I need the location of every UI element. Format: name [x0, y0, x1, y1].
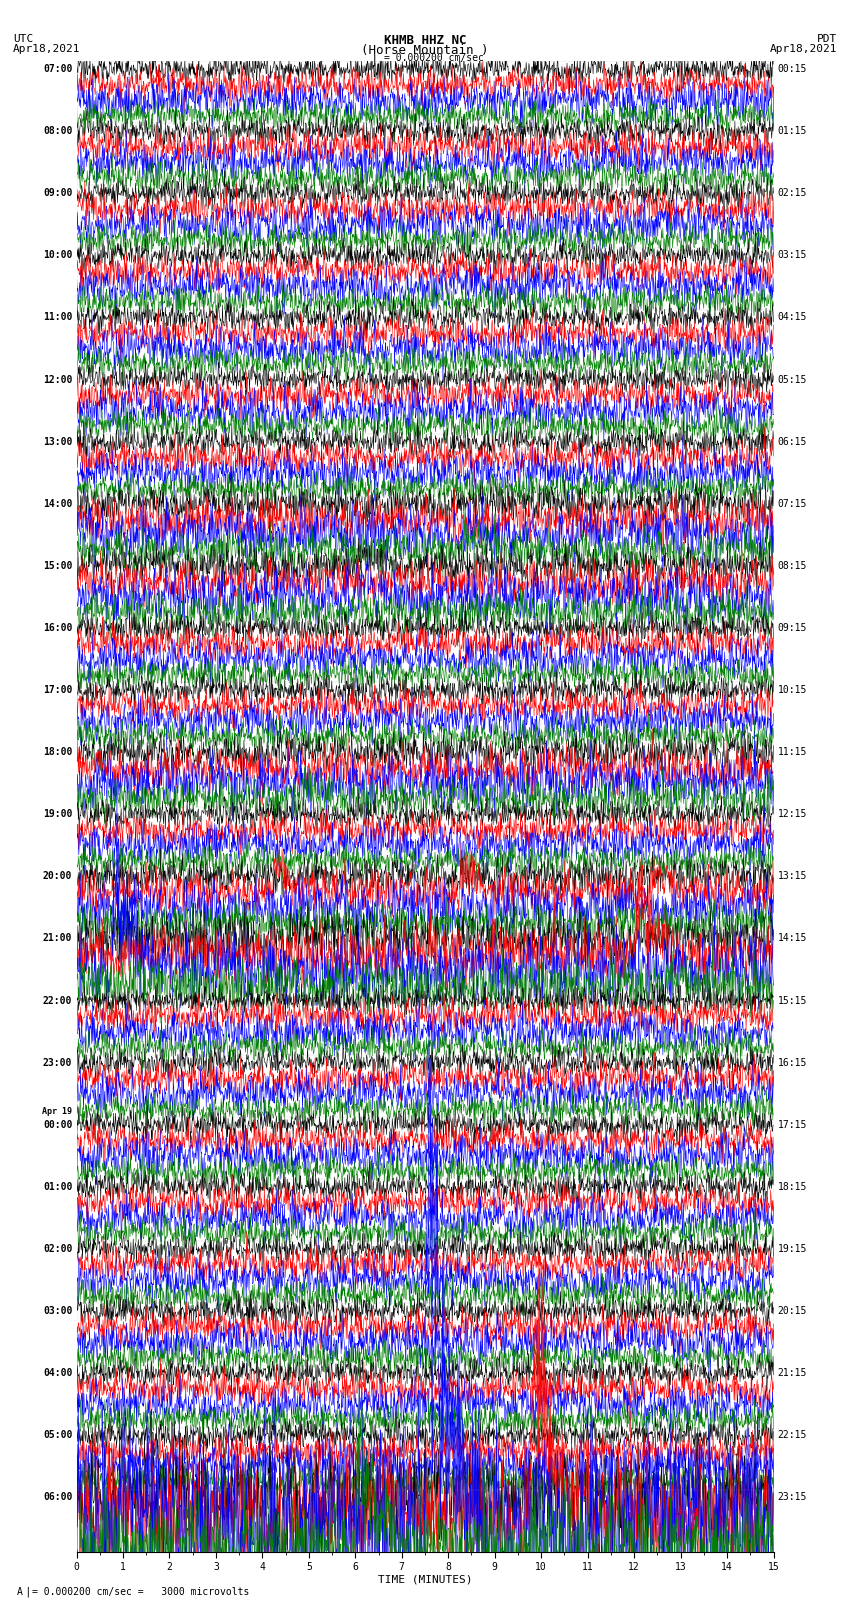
Text: Apr 19: Apr 19 [42, 1107, 72, 1116]
Text: 03:15: 03:15 [778, 250, 807, 260]
Text: 09:15: 09:15 [778, 623, 807, 632]
Text: 03:00: 03:00 [43, 1307, 72, 1316]
Text: Apr18,2021: Apr18,2021 [13, 44, 80, 53]
Text: 04:15: 04:15 [778, 313, 807, 323]
Text: 07:15: 07:15 [778, 498, 807, 508]
Text: 17:15: 17:15 [778, 1119, 807, 1129]
Text: 16:15: 16:15 [778, 1058, 807, 1068]
Text: 18:00: 18:00 [43, 747, 72, 756]
Text: 22:00: 22:00 [43, 995, 72, 1005]
Text: 22:15: 22:15 [778, 1431, 807, 1440]
Text: 06:15: 06:15 [778, 437, 807, 447]
Text: 08:15: 08:15 [778, 561, 807, 571]
Text: 12:00: 12:00 [43, 374, 72, 384]
Text: 04:00: 04:00 [43, 1368, 72, 1378]
Text: 07:00: 07:00 [43, 65, 72, 74]
Text: 13:15: 13:15 [778, 871, 807, 881]
Text: 05:00: 05:00 [43, 1431, 72, 1440]
Text: 20:00: 20:00 [43, 871, 72, 881]
Text: 11:00: 11:00 [43, 313, 72, 323]
Text: = 0.000200 cm/sec =   3000 microvolts: = 0.000200 cm/sec = 3000 microvolts [32, 1587, 250, 1597]
Text: 15:00: 15:00 [43, 561, 72, 571]
Text: 19:00: 19:00 [43, 810, 72, 819]
Text: Apr18,2021: Apr18,2021 [770, 44, 837, 53]
Text: KHMB HHZ NC: KHMB HHZ NC [383, 34, 467, 47]
Text: 00:15: 00:15 [778, 65, 807, 74]
Text: 16:00: 16:00 [43, 623, 72, 632]
Text: 23:00: 23:00 [43, 1058, 72, 1068]
Text: 02:15: 02:15 [778, 189, 807, 198]
Text: 19:15: 19:15 [778, 1244, 807, 1253]
Text: A: A [17, 1587, 35, 1597]
Text: 14:00: 14:00 [43, 498, 72, 508]
Text: = 0.000200 cm/sec: = 0.000200 cm/sec [384, 53, 484, 63]
Text: 10:00: 10:00 [43, 250, 72, 260]
Text: 06:00: 06:00 [43, 1492, 72, 1502]
Text: 05:15: 05:15 [778, 374, 807, 384]
Text: 11:15: 11:15 [778, 747, 807, 756]
Text: 02:00: 02:00 [43, 1244, 72, 1253]
X-axis label: TIME (MINUTES): TIME (MINUTES) [377, 1574, 473, 1586]
Text: 14:15: 14:15 [778, 934, 807, 944]
Text: 10:15: 10:15 [778, 686, 807, 695]
Text: 21:15: 21:15 [778, 1368, 807, 1378]
Text: 08:00: 08:00 [43, 126, 72, 135]
Text: 00:00: 00:00 [43, 1119, 72, 1129]
Text: 15:15: 15:15 [778, 995, 807, 1005]
Text: 01:15: 01:15 [778, 126, 807, 135]
Text: |: | [371, 53, 377, 66]
Text: PDT: PDT [817, 34, 837, 44]
Text: 20:15: 20:15 [778, 1307, 807, 1316]
Text: 13:00: 13:00 [43, 437, 72, 447]
Text: (Horse Mountain ): (Horse Mountain ) [361, 44, 489, 56]
Text: 17:00: 17:00 [43, 686, 72, 695]
Text: 01:00: 01:00 [43, 1182, 72, 1192]
Text: 12:15: 12:15 [778, 810, 807, 819]
Text: 09:00: 09:00 [43, 189, 72, 198]
Text: 18:15: 18:15 [778, 1182, 807, 1192]
Text: 21:00: 21:00 [43, 934, 72, 944]
Text: 23:15: 23:15 [778, 1492, 807, 1502]
Text: |: | [24, 1586, 31, 1597]
Text: UTC: UTC [13, 34, 33, 44]
